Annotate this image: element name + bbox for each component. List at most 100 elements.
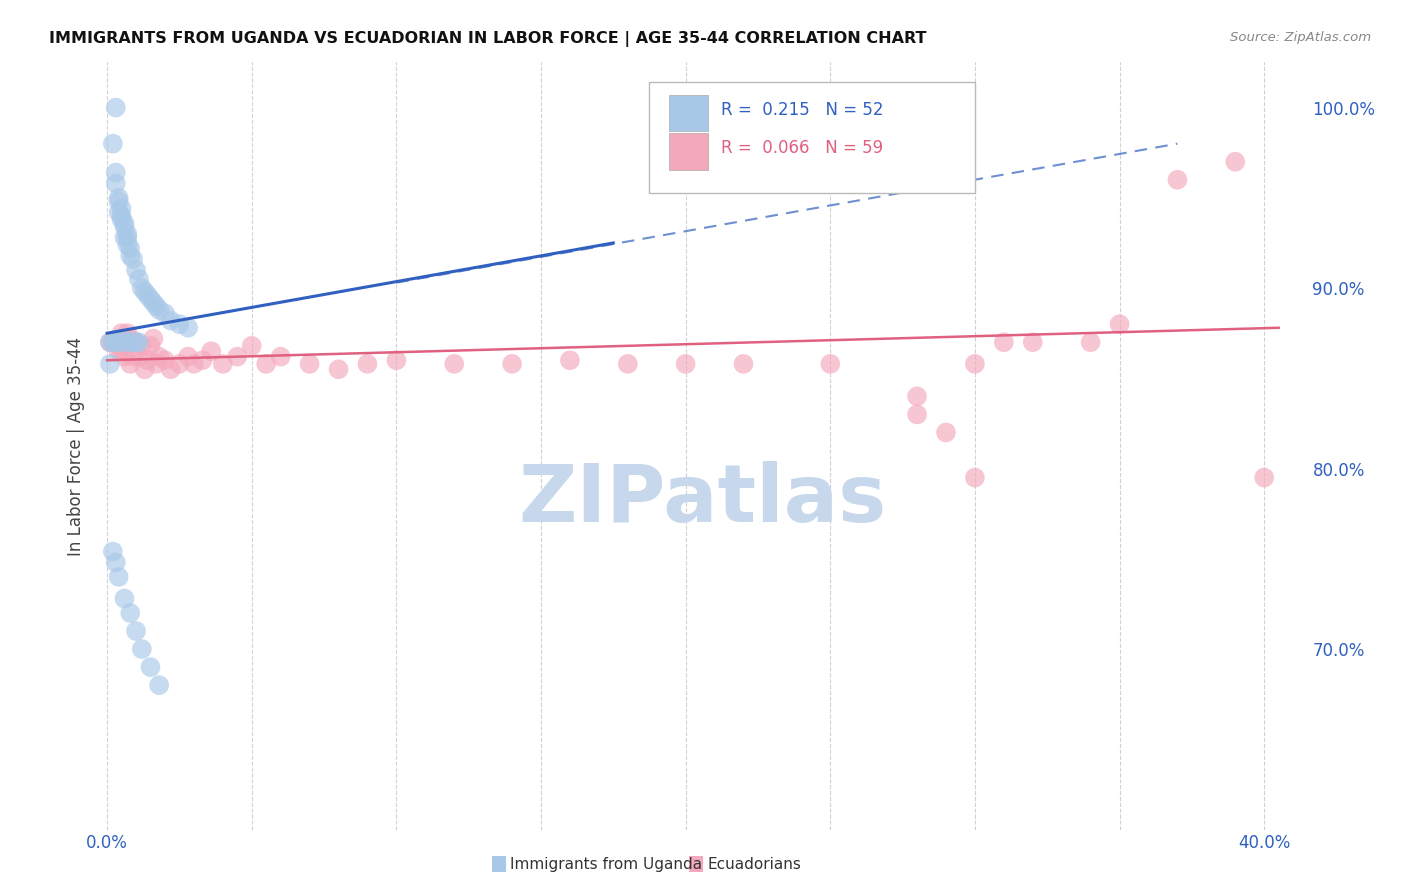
- Point: [328, 362, 350, 376]
- Point: [110, 332, 132, 346]
- Point: [254, 357, 277, 371]
- Point: [128, 350, 150, 364]
- Point: [183, 357, 205, 371]
- Point: [125, 263, 148, 277]
- Point: [139, 292, 162, 306]
- Point: [128, 272, 150, 286]
- Point: [169, 357, 191, 371]
- Point: [110, 326, 132, 341]
- Point: [169, 317, 191, 331]
- Point: [117, 339, 139, 353]
- Point: [385, 353, 408, 368]
- Point: [191, 353, 214, 368]
- Point: [131, 281, 153, 295]
- Point: [139, 660, 162, 674]
- Point: [117, 230, 139, 244]
- Point: [148, 302, 170, 317]
- Text: R =  0.215   N = 52: R = 0.215 N = 52: [721, 101, 883, 119]
- Point: [148, 678, 170, 692]
- Point: [104, 101, 127, 115]
- Point: [107, 335, 129, 350]
- Text: Immigrants from Uganda: Immigrants from Uganda: [510, 857, 703, 871]
- Point: [145, 357, 167, 371]
- Point: [114, 335, 136, 350]
- Point: [101, 136, 124, 151]
- Bar: [669, 95, 707, 131]
- Point: [1022, 335, 1045, 350]
- Point: [136, 353, 159, 368]
- Point: [98, 357, 121, 371]
- Point: [153, 306, 176, 320]
- Point: [101, 544, 124, 558]
- Point: [110, 344, 132, 359]
- Point: [104, 335, 127, 350]
- Point: [177, 320, 200, 334]
- Point: [110, 212, 132, 227]
- Point: [134, 285, 156, 299]
- Point: [104, 177, 127, 191]
- Point: [820, 357, 842, 371]
- Point: [177, 350, 200, 364]
- Point: [120, 249, 142, 263]
- Point: [120, 357, 142, 371]
- Point: [125, 624, 148, 638]
- Point: [120, 241, 142, 255]
- Point: [145, 299, 167, 313]
- Point: [1253, 470, 1275, 484]
- Point: [122, 350, 145, 364]
- Point: [1166, 173, 1188, 187]
- Point: [733, 357, 755, 371]
- Point: [125, 335, 148, 350]
- Point: [98, 335, 121, 350]
- Point: [104, 335, 127, 350]
- Point: [963, 470, 986, 484]
- Point: [443, 357, 465, 371]
- Text: Ecuadorians: Ecuadorians: [707, 857, 801, 871]
- Point: [114, 335, 136, 350]
- Point: [107, 344, 129, 359]
- Point: [104, 165, 127, 179]
- Bar: [669, 133, 707, 169]
- Point: [114, 350, 136, 364]
- Point: [159, 362, 181, 376]
- Point: [905, 389, 928, 403]
- Point: [122, 335, 145, 350]
- Point: [117, 227, 139, 241]
- Point: [104, 556, 127, 570]
- Point: [270, 350, 292, 364]
- Point: [107, 194, 129, 209]
- Point: [122, 252, 145, 267]
- Point: [98, 335, 121, 350]
- Point: [101, 335, 124, 350]
- Point: [935, 425, 957, 440]
- Point: [675, 357, 697, 371]
- Y-axis label: In Labor Force | Age 35-44: In Labor Force | Age 35-44: [66, 336, 84, 556]
- Point: [117, 237, 139, 252]
- Text: R =  0.066   N = 59: R = 0.066 N = 59: [721, 139, 883, 157]
- Point: [148, 350, 170, 364]
- Point: [134, 362, 156, 376]
- Point: [558, 353, 581, 368]
- Text: ZIPatlas: ZIPatlas: [519, 460, 887, 539]
- Text: IMMIGRANTS FROM UGANDA VS ECUADORIAN IN LABOR FORCE | AGE 35-44 CORRELATION CHAR: IMMIGRANTS FROM UGANDA VS ECUADORIAN IN …: [49, 31, 927, 47]
- Point: [107, 205, 129, 219]
- Point: [107, 570, 129, 584]
- Point: [240, 339, 263, 353]
- Point: [114, 216, 136, 230]
- Point: [1108, 317, 1130, 331]
- Point: [110, 209, 132, 223]
- FancyBboxPatch shape: [648, 81, 976, 193]
- Point: [107, 335, 129, 350]
- Point: [501, 357, 523, 371]
- Point: [101, 335, 124, 350]
- Point: [142, 332, 165, 346]
- Point: [110, 202, 132, 216]
- Point: [153, 353, 176, 368]
- Point: [963, 357, 986, 371]
- Point: [200, 344, 222, 359]
- Point: [117, 326, 139, 341]
- Point: [1080, 335, 1102, 350]
- Point: [120, 332, 142, 346]
- Point: [114, 219, 136, 234]
- Point: [114, 230, 136, 244]
